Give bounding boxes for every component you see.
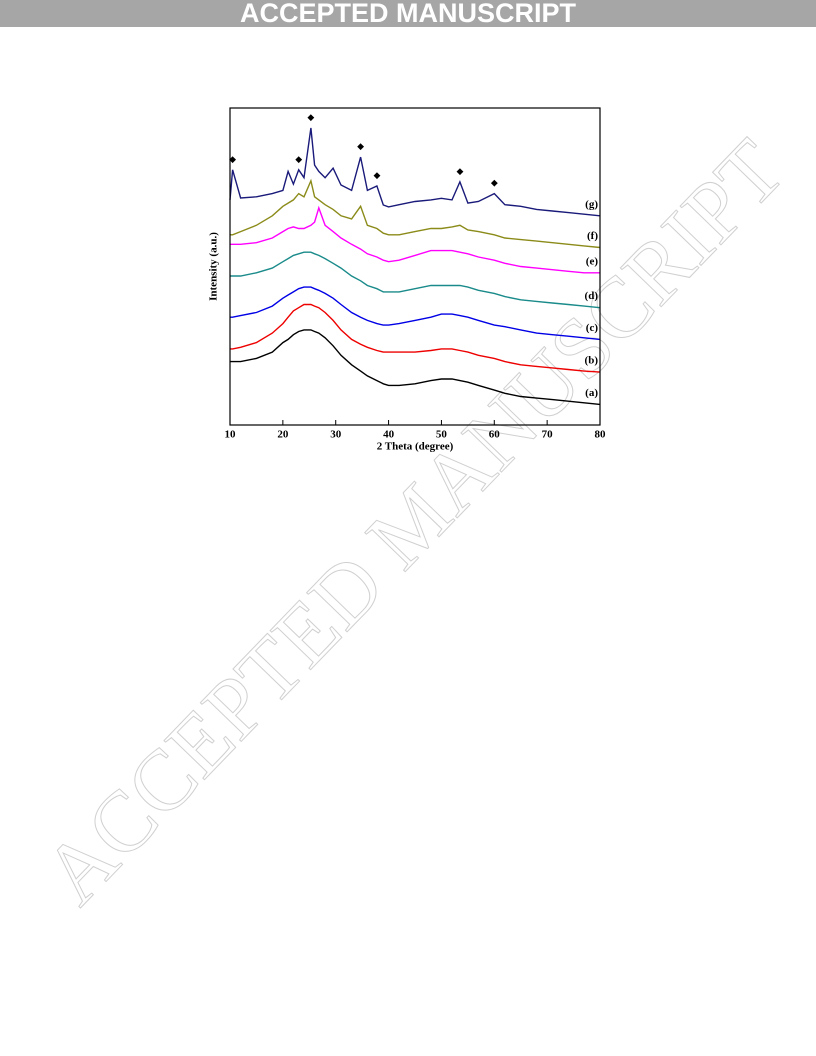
series-line [230, 286, 601, 341]
series-line [230, 178, 601, 249]
x-tick-label: 20 [277, 429, 289, 441]
peak-marker: ◆ [357, 141, 364, 151]
x-axis-label: 2 Theta (degree) [377, 441, 454, 453]
peak-marker: ◆ [491, 178, 498, 188]
series-line [230, 251, 601, 309]
header-bar [0, 0, 816, 27]
series-line [230, 205, 600, 274]
y-axis-label: Intensity (a.u.) [208, 232, 220, 301]
series-label: (d) [585, 290, 599, 302]
x-tick-label: 10 [225, 429, 237, 441]
peak-marker: ◆ [456, 166, 463, 176]
x-tick-label: 50 [436, 429, 448, 441]
plot-frame [229, 107, 601, 426]
watermark: ACCEPTED MANUSCRIPT [24, 121, 802, 922]
header-title: ACCEPTED MANUSCRIPT [240, 0, 577, 28]
series-label: (b) [585, 355, 599, 367]
series-label: (g) [585, 198, 598, 210]
series-label: (a) [585, 387, 598, 399]
series-line [230, 329, 601, 406]
series-label: (f) [587, 230, 598, 242]
peak-marker: ◆ [295, 154, 302, 164]
x-tick-label: 70 [542, 429, 554, 441]
peak-marker: ◆ [307, 112, 314, 122]
series-line [229, 127, 601, 217]
x-tick-label: 30 [330, 429, 342, 441]
series-label: (e) [586, 255, 599, 267]
x-tick-label: 40 [383, 429, 395, 441]
series-label: (c) [586, 322, 599, 334]
x-tick-label: 60 [489, 429, 501, 441]
chart: (a) (b) (c) (d) (e) (f) (g) ◆ ◆ ◆ ◆ ◆ ◆ ◆ 10 20 30 40 50 60… [208, 107, 607, 453]
x-tick-label: 80 [595, 429, 607, 441]
peak-marker: ◆ [229, 154, 236, 164]
peak-marker: ◆ [373, 170, 380, 180]
series-line [230, 303, 601, 373]
